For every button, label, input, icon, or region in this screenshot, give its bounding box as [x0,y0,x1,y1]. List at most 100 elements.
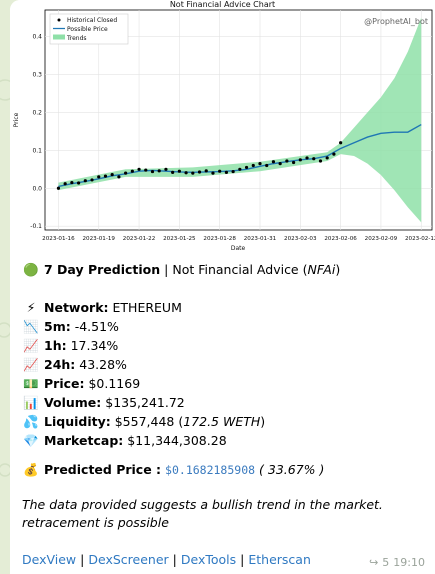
link-dexscreener[interactable]: DexScreener [88,552,169,567]
h1-label: 1h: [44,338,67,353]
x-tick-label: 2023-01-25 [163,236,196,242]
y-tick-label: 0.4 [32,34,42,41]
historical-point [271,160,276,164]
lightning-icon: ⚡ [26,300,36,315]
predicted-value[interactable]: $0.1682185908 [165,463,256,477]
possible-price-line [58,123,422,188]
legend-historical-marker [57,18,61,22]
link-dextools[interactable]: DexTools [180,552,237,567]
view-count: 5 [382,556,390,569]
chart-watermark: @ProphetAI_bot [364,17,428,26]
x-tick-label: 2023-02-12 [405,236,435,242]
historical-point [90,178,94,182]
headline-bold: 7 Day Prediction [44,262,161,277]
link-dexview[interactable]: DexView [22,552,77,567]
historical-point [83,179,87,183]
historical-point [130,169,134,173]
link-separator: | [80,552,85,567]
headline-text: Not Financial Advice ( [172,262,308,277]
bar-chart-icon: 📊 [23,395,39,410]
historical-point [97,175,101,179]
m5-label: 5m: [44,319,71,334]
m5-line: 📉 5m: -4.51% [22,319,119,335]
network-value: ETHEREUM [108,300,182,315]
historical-point [325,156,329,160]
historical-point [291,160,296,165]
network-label: Network: [44,300,109,315]
message-footer: ↪ 5 19:10 [365,556,425,569]
historical-point [258,162,262,166]
predicted-pct: ( 33.67% ) [255,462,325,477]
mcap-value: $11,344,308.28 [123,433,227,448]
legend-possible: Possible Price [67,26,108,33]
green-circle-icon: 🟢 [23,262,39,277]
historical-point [211,171,215,175]
volume-line: 📊 Volume: $135,241.72 [22,395,185,411]
historical-point [56,186,61,190]
historical-point [318,159,323,163]
historical-point [339,141,343,145]
message-time: 19:10 [393,556,425,569]
link-separator: | [172,552,177,567]
y-axis-label: Price [13,112,20,127]
historical-point [110,173,114,177]
h24-line: 📈 24h: 43.28% [22,357,127,373]
historical-point [76,181,81,185]
headline: 🟢 7 Day Prediction | Not Financial Advice… [22,262,340,278]
historical-point [63,182,67,186]
forward-icon[interactable]: ↪ [369,556,379,569]
m5-value: -4.51% [70,319,119,334]
droplets-icon: 💦 [23,414,39,429]
h24-label: 24h: [44,357,76,372]
network-line: ⚡ Network: ETHEREUM [22,300,182,315]
historical-point [251,163,255,168]
x-tick-label: 2023-01-28 [203,236,236,242]
links-row: DexView | DexScreener | DexTools | Ether… [22,552,311,567]
link-etherscan[interactable]: Etherscan [248,552,311,567]
historical-point [150,169,155,174]
headline-italic: NFAi [307,262,336,277]
dollar-bill-icon: 💵 [23,376,39,391]
x-tick-label: 2023-01-19 [82,236,115,242]
headline-sep: | [160,262,173,277]
predicted-label: Predicted Price : [44,462,162,477]
liquidity-value: $557,448 ( [110,414,184,429]
money-bag-icon: 💰 [23,462,39,477]
link-separator: | [240,552,245,567]
historical-point [117,175,121,179]
historical-point [278,162,282,166]
chart-up-icon: 📈 [23,338,39,353]
y-tick-label: -0.1 [30,223,42,230]
prediction-chart: Not Financial Advice Chart -0.1 0.0 0.1 0.2… [10,0,435,258]
volume-label: Volume: [44,395,102,410]
message-bubble: Not Financial Advice Chart -0.1 0.0 0.1 0.2… [10,0,435,574]
x-tick-label: 2023-02-03 [284,236,317,242]
historical-point [204,169,208,173]
x-tick-label: 2023-01-22 [123,236,156,242]
historical-point [265,163,269,168]
historical-point [164,167,168,171]
chart-canvas: -0.1 0.0 0.1 0.2 0.3 0.4 2023-01-16 2023-01-19… [13,9,435,252]
summary-text: The data provided suggests a bullish tre… [22,497,383,530]
headline-close: ) [335,262,341,277]
historical-point [124,171,128,175]
historical-point [285,159,289,163]
gem-icon: 💎 [23,433,39,448]
liquidity-close: ) [260,414,266,429]
historical-point [184,171,188,175]
chart-title: Not Financial Advice Chart [169,0,276,9]
historical-point [157,169,161,173]
legend-historical: Historical Closed [67,17,117,24]
historical-point [144,168,148,172]
x-axis-label: Date [231,245,246,252]
h24-value: 43.28% [75,357,127,372]
historical-point [103,174,108,178]
historical-point [224,170,229,174]
chart-down-icon: 📉 [23,319,39,334]
historical-point [177,169,181,173]
mcap-line: 💎 Marketcap: $11,344,308.28 [22,433,227,449]
liquidity-label: Liquidity: [44,414,111,429]
y-tick-label: 0.2 [32,109,42,116]
h1-value: 17.34% [66,338,119,353]
h1-line: 📈 1h: 17.34% [22,338,118,354]
